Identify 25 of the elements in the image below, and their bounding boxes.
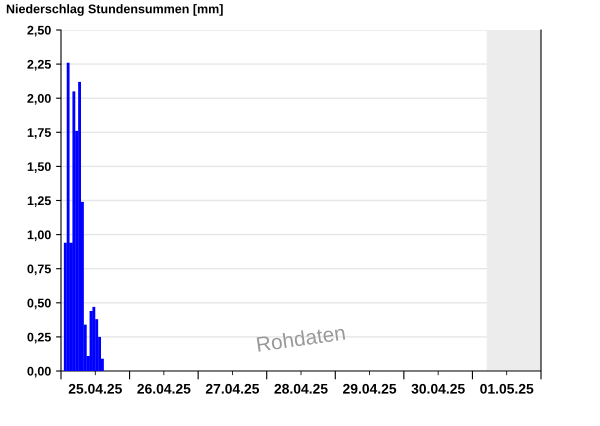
bar (92, 306, 96, 371)
bar (66, 62, 70, 371)
x-tick-label: 27.04.25 (206, 384, 260, 394)
x-tick-label: 28.04.25 (274, 384, 328, 394)
y-tick-label: 1,25 (28, 196, 51, 207)
x-tick-label: 29.04.25 (343, 384, 396, 394)
x-tick-label: 26.04.25 (137, 384, 191, 394)
y-tick-label: 0,50 (27, 298, 51, 310)
y-tick-label: 1,50 (28, 162, 51, 173)
x-tick-label: 01.05.25 (480, 384, 534, 394)
bar (90, 310, 92, 371)
y-tick-label: 0,75 (27, 264, 51, 276)
y-tick-label: 1,00 (28, 230, 51, 242)
annotation: Rohdaten (256, 324, 346, 352)
y-tick-label: 2,50 (27, 26, 51, 36)
y-tick-label: 2,00 (27, 94, 51, 105)
y-tick-label: 2,25 (27, 60, 51, 71)
y-tick-label: 0,25 (27, 332, 51, 344)
bar (72, 91, 76, 371)
x-tick-label: 25.04.25 (68, 384, 122, 394)
bar (78, 82, 81, 371)
chart-title: Niederschlag Stundensummen [mm] (6, 4, 223, 16)
y-tick-label: 0,00 (27, 366, 51, 378)
x-tick-label: 30.04.25 (411, 384, 465, 394)
y-tick-label: 1,75 (28, 128, 51, 139)
